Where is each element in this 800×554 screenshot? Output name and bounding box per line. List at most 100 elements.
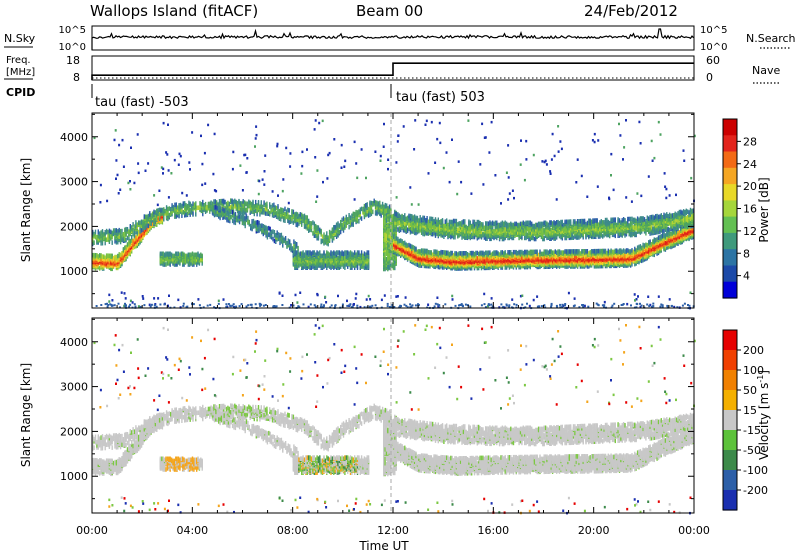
power-cell	[192, 204, 194, 210]
power-cell	[100, 241, 102, 246]
power-cell	[186, 203, 189, 209]
power-cell	[231, 202, 233, 208]
power-cell	[125, 244, 127, 250]
power-cell	[514, 249, 516, 255]
power-cell	[135, 223, 137, 228]
power-cell	[227, 215, 230, 220]
power-cell	[305, 218, 307, 223]
power-cell	[168, 251, 170, 257]
power-cell	[583, 249, 586, 254]
power-cell	[291, 209, 293, 214]
power-cell	[338, 223, 341, 228]
power-cell	[104, 230, 106, 235]
power-cell	[223, 211, 225, 217]
power-cell	[472, 250, 474, 256]
power-cell	[599, 248, 601, 254]
power-cell	[272, 236, 274, 242]
power-cell	[168, 212, 170, 218]
power-cell	[397, 236, 399, 242]
power-cell	[147, 213, 150, 219]
power-cell	[213, 205, 216, 210]
power-cell	[413, 245, 416, 251]
power-cell	[385, 250, 388, 256]
power-cell	[613, 249, 615, 255]
power-cell	[422, 248, 424, 253]
power-cell	[215, 208, 217, 214]
power-cell	[454, 251, 456, 256]
power-cell	[128, 229, 130, 234]
power-cell	[288, 214, 290, 220]
power-cell	[202, 205, 204, 210]
power-cell	[110, 232, 112, 238]
power-cell	[582, 252, 584, 257]
power-cell	[271, 203, 274, 208]
power-cell	[384, 260, 386, 265]
power-cell	[349, 220, 352, 226]
power-cell	[521, 249, 523, 255]
power-cell	[387, 264, 389, 270]
power-cell	[190, 203, 193, 209]
power-cell	[459, 251, 462, 256]
power-cell	[132, 222, 134, 227]
power-cell	[347, 217, 349, 222]
power-cell	[107, 229, 109, 235]
power-cell	[139, 220, 141, 226]
power-cell	[604, 248, 607, 254]
power-cell	[487, 250, 490, 255]
power-cell	[174, 206, 176, 212]
power-cell	[93, 231, 95, 237]
power-cell	[277, 209, 279, 215]
power-cell	[197, 205, 200, 210]
power-cell	[92, 229, 94, 235]
power-cell	[593, 248, 596, 254]
power-cell	[298, 213, 300, 219]
power-cell	[563, 250, 565, 255]
power-cell	[118, 234, 120, 239]
power-cell	[292, 209, 295, 215]
power-cell	[379, 200, 381, 206]
power-cell	[312, 220, 314, 225]
power-cell	[391, 252, 393, 258]
power-cell	[317, 225, 320, 230]
power-cell	[273, 233, 276, 238]
power-cell	[262, 228, 264, 233]
power-cell	[328, 236, 331, 241]
power-cell	[189, 208, 191, 213]
power-cell	[432, 252, 434, 257]
power-cell	[292, 220, 295, 225]
power-cell	[388, 208, 390, 214]
power-cell	[302, 250, 304, 255]
power-cell	[131, 234, 133, 240]
nave-tick-bottom: 0	[706, 71, 713, 84]
power-cell	[188, 203, 190, 209]
power-cell	[275, 211, 278, 216]
power-cell	[369, 200, 371, 206]
power-cell	[595, 248, 597, 254]
power-cell	[264, 211, 267, 216]
power-cell	[383, 251, 385, 257]
power-cell	[517, 250, 519, 256]
power-cell	[352, 220, 354, 225]
power-cell	[247, 215, 249, 221]
power-cell	[241, 206, 243, 212]
power-cell	[443, 250, 445, 255]
power-cell	[104, 255, 106, 261]
power-cell	[107, 234, 109, 239]
power-cell	[194, 252, 196, 258]
power-cell	[158, 207, 161, 213]
power-cell	[126, 235, 129, 241]
power-cell	[466, 252, 469, 257]
power-cell	[258, 220, 260, 226]
power-cell	[294, 241, 296, 246]
power-cell	[233, 220, 235, 225]
power-cell	[227, 211, 230, 217]
power-cell	[252, 218, 255, 224]
power-cell	[251, 225, 253, 231]
power-cell	[301, 212, 303, 218]
power-cell	[324, 263, 327, 268]
power-cell	[220, 206, 222, 211]
nsky-label: N.Sky	[4, 32, 36, 45]
power-cell	[244, 219, 246, 224]
power-cell	[400, 238, 402, 243]
power-cell	[302, 214, 304, 219]
